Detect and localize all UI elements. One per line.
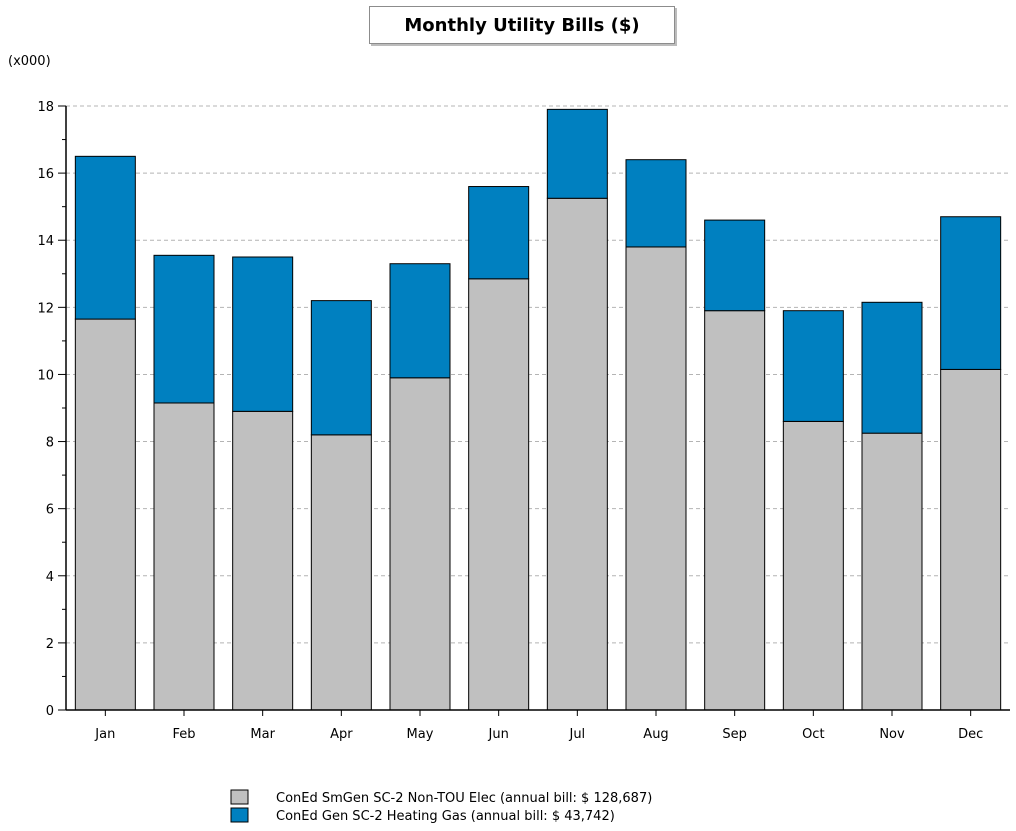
bar-sep-series-2 bbox=[704, 219, 766, 312]
x-tick-label: Feb bbox=[172, 727, 195, 742]
chart-title: Monthly Utility Bills ($) bbox=[369, 6, 675, 44]
x-tick-label: Nov bbox=[879, 727, 905, 742]
bar-may-series-2 bbox=[389, 263, 451, 379]
y-tick-label: 2 bbox=[46, 637, 54, 652]
bars bbox=[74, 108, 1002, 711]
bar-nov-series-2 bbox=[861, 301, 923, 434]
bar-jun-series-1 bbox=[468, 278, 530, 711]
legend-swatch-series-2 bbox=[230, 807, 249, 823]
bar-aug-series-2 bbox=[625, 159, 687, 248]
bar-nov-series-1 bbox=[861, 432, 923, 711]
y-tick-label: 18 bbox=[37, 100, 54, 115]
x-tick-label: Mar bbox=[250, 727, 275, 742]
axes: 0 2 4 6 8 10 12 14 16 18 Jan Feb Mar Apr May Jun Jul Aug S… bbox=[37, 100, 1010, 742]
bar-jun-series-2 bbox=[468, 186, 530, 280]
x-tick-label: Jul bbox=[568, 727, 585, 742]
bar-feb-series-2 bbox=[153, 254, 215, 404]
legend-label-series-2: ConEd Gen SC-2 Heating Gas (annual bill:… bbox=[276, 809, 615, 824]
y-tick-label: 10 bbox=[37, 368, 54, 383]
y-tick-label: 14 bbox=[37, 234, 54, 249]
y-tick-label: 4 bbox=[46, 570, 54, 585]
bar-oct-series-2 bbox=[782, 310, 844, 422]
bar-jul-series-2 bbox=[546, 108, 608, 199]
y-unit-label: (x000) bbox=[8, 54, 51, 69]
bar-may-series-1 bbox=[389, 377, 451, 711]
x-tick-label: May bbox=[407, 727, 434, 742]
bar-jul-series-1 bbox=[546, 197, 608, 711]
bar-oct-series-1 bbox=[782, 420, 844, 711]
bar-jan-series-2 bbox=[74, 155, 136, 320]
bar-feb-series-1 bbox=[153, 402, 215, 711]
x-tick-label: Apr bbox=[330, 727, 353, 742]
y-tick-label: 6 bbox=[46, 503, 54, 518]
y-tick-label: 0 bbox=[46, 704, 54, 719]
bar-sep-series-1 bbox=[704, 310, 766, 711]
bar-apr-series-2 bbox=[310, 300, 372, 436]
bar-apr-series-1 bbox=[310, 434, 372, 711]
bar-mar-series-1 bbox=[232, 410, 294, 711]
bar-dec-series-2 bbox=[940, 216, 1002, 370]
x-tick-label: Aug bbox=[643, 727, 668, 742]
x-tick-label: Jan bbox=[94, 727, 115, 742]
x-tick-label: Dec bbox=[958, 727, 983, 742]
gridlines bbox=[66, 105, 1010, 644]
bar-mar-series-2 bbox=[232, 256, 294, 412]
legend: ConEd SmGen SC-2 Non-TOU Elec (annual bi… bbox=[230, 789, 652, 824]
x-tick-label: Oct bbox=[802, 727, 824, 742]
bar-dec-series-1 bbox=[940, 368, 1002, 711]
x-tick-label: Jun bbox=[488, 727, 509, 742]
y-tick-label: 8 bbox=[46, 436, 54, 451]
bar-aug-series-1 bbox=[625, 246, 687, 711]
y-tick-label: 12 bbox=[37, 301, 54, 316]
legend-swatch-series-1 bbox=[230, 789, 249, 805]
bar-jan-series-1 bbox=[74, 318, 136, 711]
x-tick-label: Sep bbox=[722, 727, 747, 742]
y-tick-label: 16 bbox=[37, 167, 54, 182]
legend-label-series-1: ConEd SmGen SC-2 Non-TOU Elec (annual bi… bbox=[276, 791, 652, 806]
